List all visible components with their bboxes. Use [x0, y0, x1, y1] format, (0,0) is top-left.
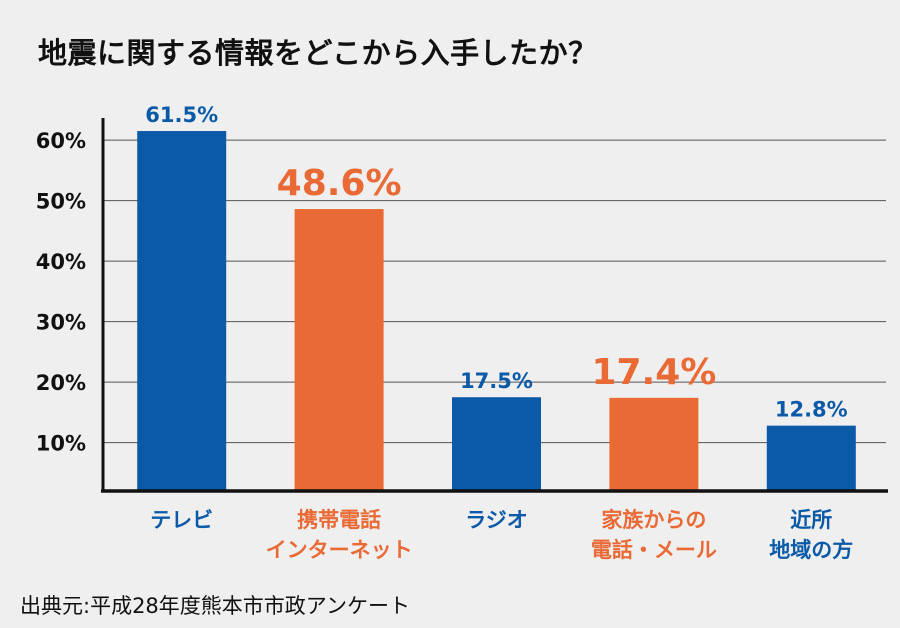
category-label: テレビ [150, 508, 213, 532]
y-tick-label: 20% [36, 371, 86, 395]
value-labels: 61.5% 48.6% 17.5% 17.4% 12.8% [145, 103, 847, 422]
bar [137, 131, 227, 491]
y-tick-label: 40% [36, 250, 86, 274]
category-label: インターネット [266, 538, 413, 562]
category-label: 携帯電話 [297, 508, 381, 532]
value-label: 17.5% [460, 369, 533, 393]
bar [294, 209, 384, 491]
category-label: ラジオ [465, 508, 528, 532]
y-tick-label: 30% [36, 311, 86, 335]
axes [101, 118, 888, 493]
category-label: 電話・メール [591, 538, 717, 562]
y-tick-label: 10% [36, 432, 86, 456]
bar [766, 425, 856, 491]
value-label: 17.4% [591, 352, 716, 393]
category-label: 近所 [790, 508, 832, 532]
category-label: 地域の方 [769, 538, 853, 562]
chart-title: 地震に関する情報をどこから入手したか？ [38, 36, 598, 70]
bar [452, 397, 541, 491]
value-label: 48.6% [277, 163, 402, 204]
category-label: 家族からの [601, 508, 706, 532]
source-note: 出典元:平成28年度熊本市市政アンケート [20, 594, 410, 618]
y-tick-label: 50% [36, 190, 86, 214]
bar [609, 397, 699, 491]
gridlines [103, 139, 886, 444]
y-tick-labels: 10% 20% 30% 40% 50% 60% [36, 129, 86, 456]
value-label: 61.5% [145, 103, 218, 127]
bars [137, 131, 856, 491]
y-tick-label: 60% [36, 129, 86, 153]
value-label: 12.8% [775, 398, 848, 422]
